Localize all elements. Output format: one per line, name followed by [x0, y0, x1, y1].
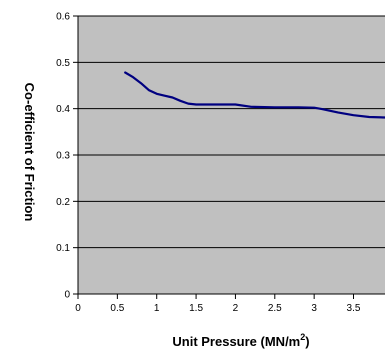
- x-tick-label: 3: [311, 303, 317, 314]
- y-tick-label: 0.4: [56, 104, 70, 115]
- y-tick-label: 0: [64, 290, 70, 301]
- y-axis: 0 0.1 0.2 0.3 0.4 0.5 0.6: [56, 12, 79, 301]
- x-axis-title-end: ): [305, 334, 309, 349]
- y-tick-label: 0.2: [56, 197, 70, 208]
- x-axis-title-main: Unit Pressure (MN/m: [172, 334, 300, 349]
- y-tick-label: 0.5: [56, 58, 70, 69]
- y-tick-label: 0.1: [56, 243, 70, 254]
- y-tick-label: 0.6: [56, 12, 70, 23]
- friction-curve: [124, 71, 385, 119]
- x-axis-title-superscript: 2: [300, 332, 305, 342]
- x-tick-label: 1: [154, 303, 160, 314]
- y-tick-label: 0.3: [56, 151, 70, 162]
- x-axis-title: Unit Pressure (MN/m2): [172, 332, 309, 349]
- x-tick-label: 0: [75, 303, 81, 314]
- x-tick-label: 2: [233, 303, 239, 314]
- y-axis-title: Co-efficient of Friction: [22, 83, 37, 222]
- x-axis: 0 0.5 1 1.5 2 2.5 3 3.5: [75, 293, 385, 314]
- x-tick-label: 3.5: [347, 303, 361, 314]
- x-tick-label: 1.5: [189, 303, 203, 314]
- gridlines: [78, 15, 385, 249]
- x-tick-label: 2.5: [268, 303, 282, 314]
- x-tick-label: 0.5: [110, 303, 124, 314]
